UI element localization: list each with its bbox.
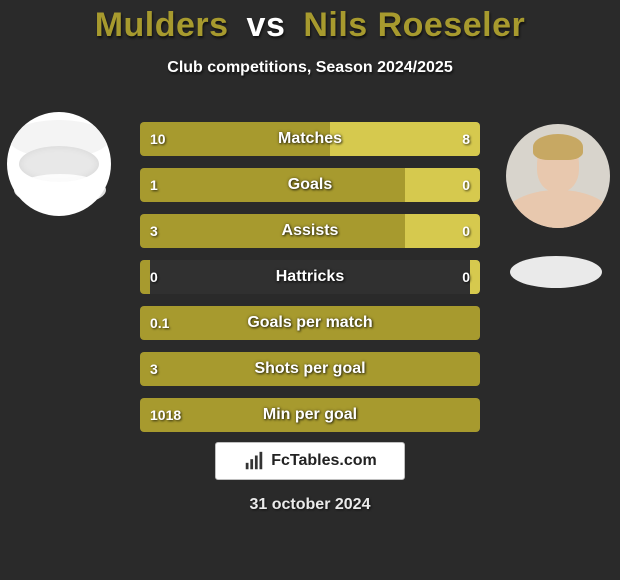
stat-row: Goals10 [140,168,480,202]
stat-bar-p1 [140,398,480,432]
stat-bar-p2 [405,168,480,202]
stat-row: Matches108 [140,122,480,156]
stat-row: Min per goal1018 [140,398,480,432]
chart-icon [243,450,265,472]
subtitle: Club competitions, Season 2024/2025 [0,59,620,77]
site-badge: FcTables.com [215,442,405,480]
stat-bar-p1 [140,260,150,294]
stat-bar-p2 [470,260,480,294]
title-player1: Mulders [95,6,229,44]
stat-bar-p2 [405,214,480,248]
stat-bar-p1 [140,122,330,156]
title-player2: Nils Roeseler [303,6,525,44]
stat-bar-p1 [140,168,405,202]
stat-label: Hattricks [140,260,480,294]
stat-value-p1: 0 [150,260,158,294]
player2-avatar [506,124,610,228]
player1-flag [14,174,106,206]
stat-row: Hattricks00 [140,260,480,294]
stat-row: Shots per goal3 [140,352,480,386]
footer-date: 31 october 2024 [0,496,620,514]
stat-bar-p1 [140,214,405,248]
comparison-bars: Matches108 Goals10 Assists30 Hattricks00 Goa… [140,122,480,444]
stat-row: Assists30 [140,214,480,248]
title-vs: vs [247,6,286,44]
player2-flag [510,256,602,288]
stat-bar-p2 [330,122,480,156]
stat-bar-p1 [140,306,480,340]
comparison-title: Mulders vs Nils Roeseler [0,0,620,45]
stat-row: Goals per match0.1 [140,306,480,340]
site-label: FcTables.com [271,452,377,470]
stat-bar-p1 [140,352,480,386]
